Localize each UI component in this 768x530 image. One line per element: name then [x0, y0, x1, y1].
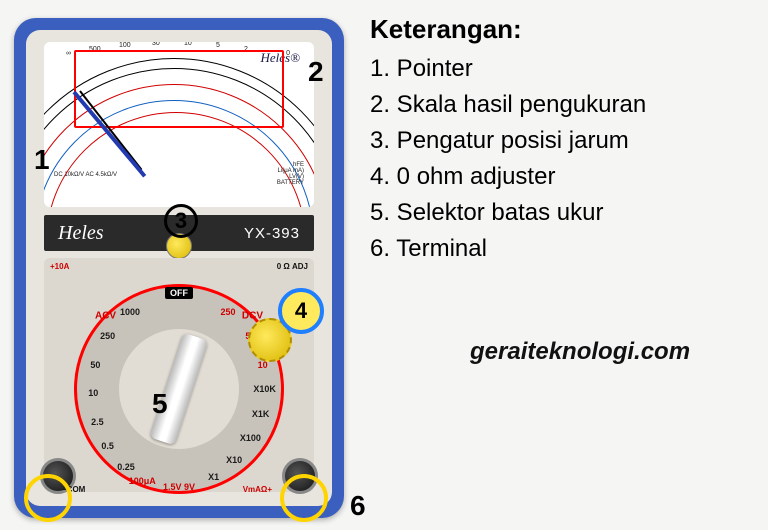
watermark: geraiteknologi.com [470, 338, 690, 366]
dial-off: OFF [165, 287, 193, 299]
dial-r250: 250 [220, 307, 235, 317]
dial-x1k: X1K [252, 409, 270, 419]
legend-item-6: 6. Terminal [370, 231, 760, 267]
multimeter-face: Heles® ∞ 500 100 30 10 5 2 0 DC 10kΩ/V A… [26, 30, 332, 506]
annotation-5-label: 5 [152, 388, 168, 420]
dial-batt: 1.5V 9V [163, 482, 195, 492]
legend-item-3: 3. Pengatur posisi jarum [370, 123, 760, 159]
dial-x100: X100 [240, 433, 261, 443]
ohm-adj-label: 0 Ω ADJ [277, 262, 308, 271]
dial-x10: X10 [226, 455, 242, 465]
multimeter-body: Heles® ∞ 500 100 30 10 5 2 0 DC 10kΩ/V A… [14, 18, 344, 518]
dial-x10k: X10K [253, 384, 276, 394]
plus10a-label: +10A [50, 262, 69, 271]
model-number: YX-393 [244, 225, 300, 242]
dial-2p5: 2.5 [91, 417, 104, 427]
annotation-3-badge: 3 [164, 204, 198, 238]
annotation-6-label: 6 [350, 490, 366, 522]
dial-0p25: 0.25 [117, 462, 135, 472]
annotation-2-highlight [74, 50, 284, 128]
dial-100ua: 100μA [129, 476, 156, 486]
legend-item-4: 4. 0 ohm adjuster [370, 159, 760, 195]
legend-item-2: 2. Skala hasil pengukuran [370, 87, 760, 123]
annotation-6-ring-left [24, 474, 72, 522]
annotation-4-badge: 4 [278, 288, 324, 334]
dial-10: 10 [88, 388, 98, 398]
lower-panel: +10A 0 Ω ADJ OFF 1000 250 50 10 2.5 0.5 … [44, 258, 314, 492]
section-acv: ACV [95, 310, 116, 321]
annotation-2-label: 2 [308, 56, 324, 88]
legend: Keterangan: 1. Pointer 2. Skala hasil pe… [370, 14, 760, 267]
brand-name: Heles [58, 222, 104, 245]
dial-250: 250 [100, 331, 115, 341]
dial-0p5: 0.5 [101, 441, 114, 451]
legend-item-5: 5. Selektor batas ukur [370, 195, 760, 231]
selector-dial[interactable]: OFF 1000 250 50 10 2.5 0.5 0.25 100μA 25… [74, 284, 284, 494]
annotation-1-label: 1 [34, 144, 50, 176]
annotation-3-label: 3 [175, 208, 187, 234]
legend-item-1: 1. Pointer [370, 51, 760, 87]
scale-window: Heles® ∞ 500 100 30 10 5 2 0 DC 10kΩ/V A… [44, 42, 314, 207]
annotation-6-ring-right [280, 474, 328, 522]
annotation-4-label: 4 [295, 298, 307, 324]
terminal-pos-label: VmAΩ+ [243, 485, 272, 494]
dial-50: 50 [90, 360, 100, 370]
dial-1000: 1000 [120, 307, 140, 317]
dial-x1: X1 [208, 472, 219, 482]
legend-title: Keterangan: [370, 14, 760, 45]
